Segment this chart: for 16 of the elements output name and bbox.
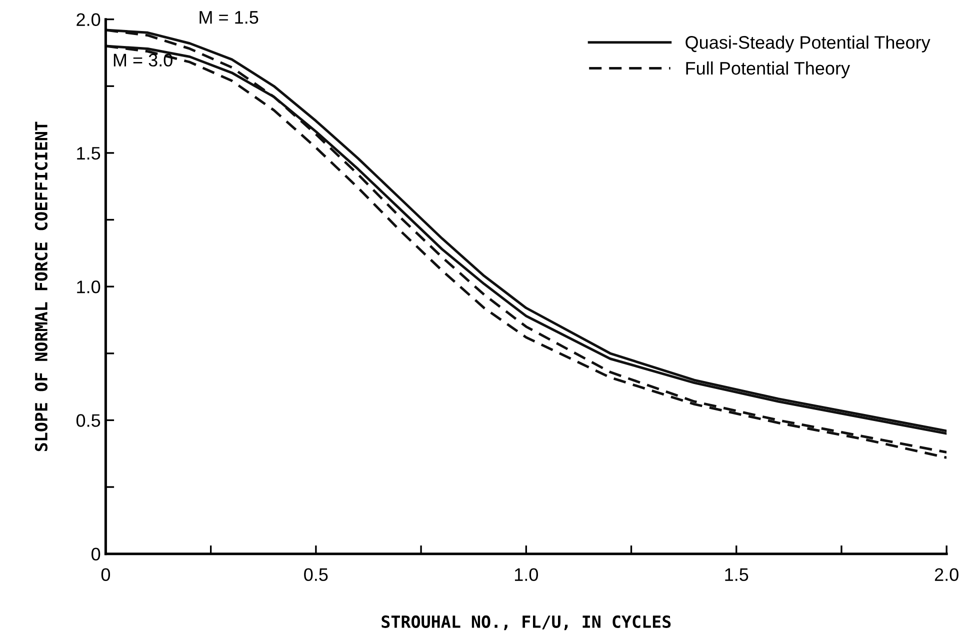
x-tick-label: 0 [101, 568, 110, 581]
y-tick-label: 2.0 [76, 13, 100, 26]
y-tick-label: 1.0 [77, 280, 100, 294]
annotation: M = 1.5 [200, 11, 258, 24]
y-tick-label: 0 [92, 548, 100, 561]
x-tick-label: 1.0 [514, 568, 538, 581]
legend-label: Full Potential Theory [686, 61, 850, 78]
y-tick-label: 1.5 [77, 147, 100, 160]
x-tick-label: 0.5 [304, 568, 328, 581]
y-tick-label: 0.5 [76, 414, 100, 427]
x-tick-label: 2.0 [934, 568, 958, 581]
legend-label: Quasi-Steady Potential Theory [686, 36, 930, 52]
x-axis-title: STROUHAL NO., FL/U, IN CYCLES [382, 615, 671, 630]
x-tick-label: 1.5 [725, 568, 748, 581]
annotation: M = 3.0 [114, 54, 172, 67]
y-axis-title: SLOPE OF NORMAL FORCE COEFFICIENT [34, 122, 48, 452]
